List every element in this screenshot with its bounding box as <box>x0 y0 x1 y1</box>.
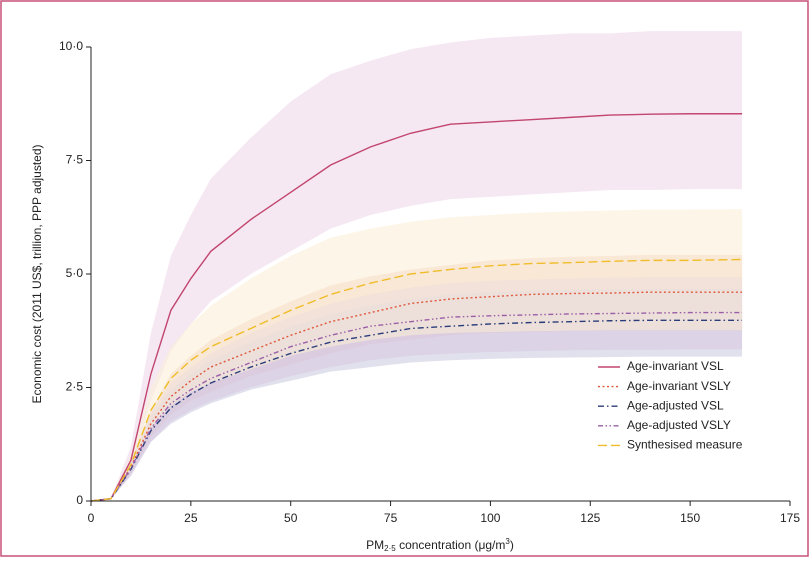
series-line <box>90 319 743 502</box>
series-line <box>90 311 743 502</box>
y-tick-label: 10·0 <box>59 39 83 53</box>
axes: 0 25 50 75 100 125 150 175 0 2·5 5·0 7·5 10·0 Economi… <box>30 39 800 553</box>
bands <box>91 31 743 502</box>
lines <box>90 113 743 502</box>
x-tick-label: 0 <box>88 511 95 525</box>
series-line <box>90 258 743 502</box>
x-axis-label-part: ) <box>510 538 514 552</box>
legend: Age-invariant VSL Age-invariant VSLY Age-a… <box>598 359 743 452</box>
x-tick-label: 125 <box>580 511 600 525</box>
y-tick-label: 7·5 <box>66 153 84 167</box>
x-tick-label: 25 <box>184 511 198 525</box>
legend-label: Age-invariant VSL <box>627 359 724 373</box>
y-tick-label: 0 <box>76 493 83 507</box>
confidence-band <box>91 31 743 502</box>
legend-label: Synthesised measure <box>627 438 743 452</box>
legend-label: Age-invariant VSLY <box>627 379 731 393</box>
confidence-band <box>91 209 743 501</box>
y-axis-label: Economic cost (2011 US$, trillion, PPP a… <box>30 144 44 403</box>
y-tick-label: 2·5 <box>66 380 84 394</box>
x-tick-label: 175 <box>780 511 800 525</box>
legend-label: Age-adjusted VSL <box>627 398 724 412</box>
x-axis-label-part: concentration (μg/m <box>396 538 506 552</box>
y-tick-label: 5·0 <box>66 266 84 280</box>
x-axis-label-part: 3 <box>505 537 510 546</box>
legend-label: Age-adjusted VSLY <box>627 418 731 432</box>
x-tick-label: 150 <box>680 511 700 525</box>
x-axis-label-part: 2·5 <box>384 544 396 553</box>
x-axis-label-part: PM <box>366 538 384 552</box>
x-tick-label: 75 <box>384 511 398 525</box>
x-tick-label: 50 <box>284 511 298 525</box>
x-tick-label: 100 <box>480 511 500 525</box>
series-line <box>90 113 743 502</box>
x-axis-label: PM2·5 concentration (μg/m3) <box>366 537 514 553</box>
